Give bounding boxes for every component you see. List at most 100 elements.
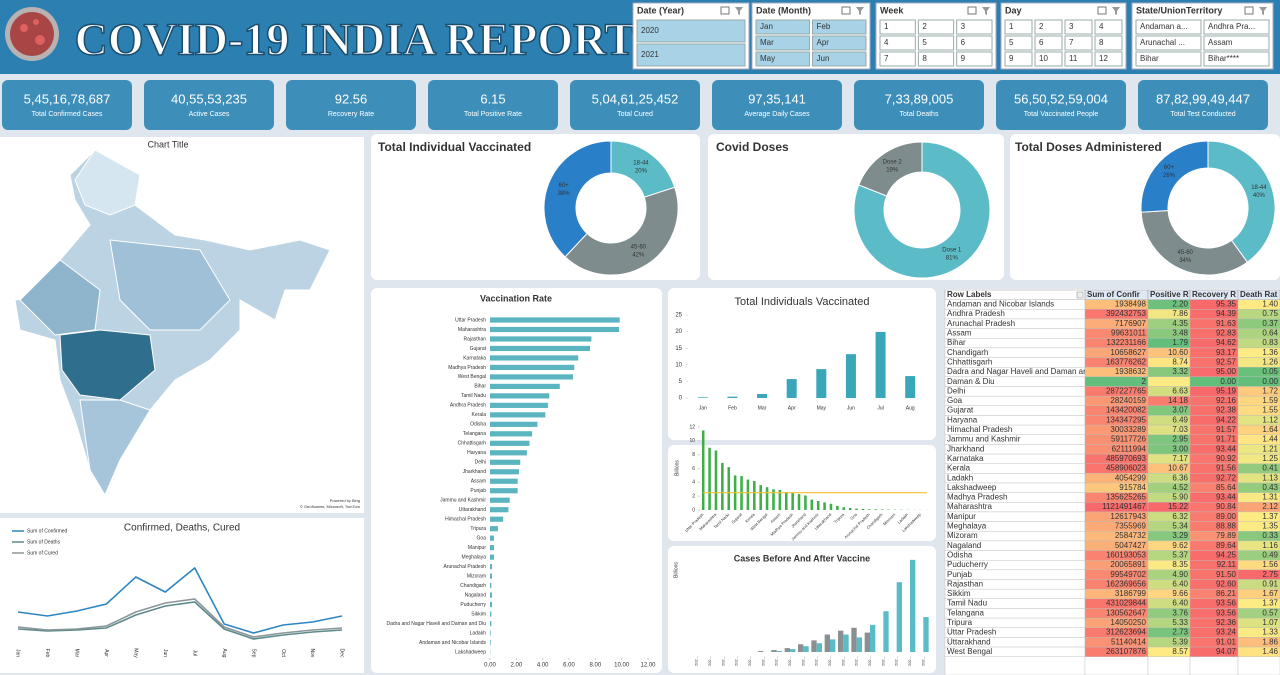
slicer-item[interactable]	[1034, 35, 1063, 51]
slicer-item-label[interactable]: 5	[1009, 38, 1014, 47]
kpi-label: Total Positive Rate	[464, 111, 522, 118]
slicer-item-label[interactable]: Feb	[817, 22, 831, 31]
slicer-item[interactable]	[879, 51, 916, 67]
slicer-item-label[interactable]: 9	[961, 54, 966, 63]
slicer-item[interactable]	[1034, 19, 1063, 35]
table-cell-text: 59117726	[1111, 435, 1147, 444]
slicer-item-label[interactable]: 1	[884, 22, 889, 31]
table-cell-text: 92.83	[1216, 329, 1237, 338]
slicer-item[interactable]	[1203, 51, 1270, 67]
slicer-item[interactable]	[1064, 51, 1093, 67]
table-cell-text: 6.32	[1172, 512, 1188, 521]
kpi-label: Total Test Conducted	[1170, 111, 1235, 118]
slicer-item[interactable]	[1135, 35, 1202, 51]
slicer-item-label[interactable]: Bihar	[1140, 54, 1159, 63]
slicer-item-label[interactable]: Apr	[817, 38, 830, 47]
table-cell-text: 6.36	[1172, 473, 1188, 482]
slicer-item[interactable]	[956, 19, 993, 35]
x-tick-label: Apr	[103, 649, 109, 657]
x-tick-label: 202...	[774, 656, 779, 666]
slicer-item[interactable]	[1094, 35, 1123, 51]
slicer-item-label[interactable]: 3	[961, 22, 966, 31]
table-cell-text: 15.22	[1168, 502, 1189, 511]
slicer-item[interactable]	[917, 35, 955, 51]
slicer-item-label[interactable]: 6	[1039, 38, 1044, 47]
slicer-item-label[interactable]: Andhra Pra...	[1208, 22, 1255, 31]
slicer-item[interactable]	[1034, 51, 1063, 67]
slicer-item-label[interactable]: 11	[1069, 54, 1078, 63]
y-tick-label: 4	[692, 480, 695, 486]
slicer-item[interactable]	[879, 19, 916, 35]
x-tick-label: Sep	[250, 649, 256, 658]
slicer-item-label[interactable]: 12	[1099, 54, 1108, 63]
slicer-item-label[interactable]: 6	[961, 38, 966, 47]
table-cell-text: 1.07	[1262, 618, 1278, 627]
slicer-item[interactable]	[879, 35, 916, 51]
table-cell-text: 1.37	[1262, 599, 1278, 608]
slicer-item[interactable]	[1004, 35, 1033, 51]
slicer-item[interactable]	[1203, 35, 1270, 51]
chart-title: Covid Doses	[716, 140, 789, 154]
slicer-item-label[interactable]: 4	[1099, 22, 1104, 31]
table-cell-text: 92.36	[1216, 618, 1237, 627]
slicer-item[interactable]	[755, 35, 810, 51]
slicer-item-label[interactable]: 2	[1039, 22, 1044, 31]
slicer-item[interactable]	[1004, 51, 1033, 67]
slicer-item-label[interactable]: Jan	[760, 22, 773, 31]
slicer-item[interactable]	[636, 43, 746, 67]
slicer-item-label[interactable]: 4	[884, 38, 889, 47]
slicer-item[interactable]	[812, 35, 867, 51]
slicer-item-label[interactable]: 5	[922, 38, 927, 47]
slicer-item-label[interactable]: Andaman a...	[1140, 22, 1188, 31]
slicer-item[interactable]	[636, 19, 746, 43]
slicer-item-label[interactable]: Bihar****	[1208, 54, 1239, 63]
slicer-item[interactable]	[1094, 51, 1123, 67]
slicer-item[interactable]	[1094, 19, 1123, 35]
x-tick-label: Mar	[758, 405, 767, 411]
slicer-item-label[interactable]: 3	[1069, 22, 1074, 31]
slicer-item[interactable]	[917, 19, 955, 35]
slicer-item-label[interactable]: 9	[1009, 54, 1014, 63]
table-cell-text: Haryana	[947, 415, 978, 424]
slicer-item-label[interactable]: 1	[1009, 22, 1014, 31]
slicer-item[interactable]	[1064, 19, 1093, 35]
table-cell-text: Karnataka	[947, 454, 984, 463]
table-cell-text: 93.24	[1216, 628, 1237, 637]
x-tick-label: 202...	[880, 656, 885, 666]
bar	[790, 649, 796, 652]
slicer-item-label[interactable]: Mar	[760, 38, 774, 47]
slicer-item[interactable]	[1064, 35, 1093, 51]
bar	[798, 644, 804, 652]
slicer-item[interactable]	[1004, 19, 1033, 35]
slicer-item-label[interactable]: 10	[1039, 54, 1048, 63]
slicer-item[interactable]	[1203, 19, 1270, 35]
slicer-item[interactable]	[812, 19, 867, 35]
slicer-item[interactable]	[1135, 19, 1202, 35]
table-cell-text: 1.64	[1262, 425, 1278, 434]
slicer-item-label[interactable]: Jun	[817, 54, 830, 63]
slicer-item-label[interactable]: 2	[922, 22, 927, 31]
slicer-item-label[interactable]: Arunachal ...	[1140, 38, 1185, 47]
slicer-item[interactable]	[956, 35, 993, 51]
slicer-item-label[interactable]: 7	[1069, 38, 1074, 47]
slicer-item[interactable]	[1135, 51, 1202, 67]
slicer-item-label[interactable]: 7	[884, 54, 889, 63]
bar	[490, 412, 546, 418]
slicer-item-label[interactable]: May	[760, 54, 775, 63]
table-cell-text: 1.36	[1262, 348, 1278, 357]
slicer-item[interactable]	[812, 51, 867, 67]
slicer-item-label[interactable]: Assam	[1208, 38, 1233, 47]
slicer-item[interactable]	[956, 51, 993, 67]
x-tick-label: Jan	[15, 649, 21, 657]
slicer-item-label[interactable]: 2021	[641, 50, 659, 59]
bar	[746, 479, 750, 510]
slicer-item-label[interactable]: 8	[922, 54, 927, 63]
slicer-item-label[interactable]: 8	[1099, 38, 1104, 47]
bar	[778, 489, 782, 510]
x-tick-label: 202...	[827, 656, 832, 666]
slicer-item[interactable]	[755, 51, 810, 67]
slicer-item[interactable]	[917, 51, 955, 67]
filter-button[interactable]	[1076, 291, 1084, 299]
slicer-item-label[interactable]: 2020	[641, 26, 659, 35]
slicer-item[interactable]	[755, 19, 810, 35]
